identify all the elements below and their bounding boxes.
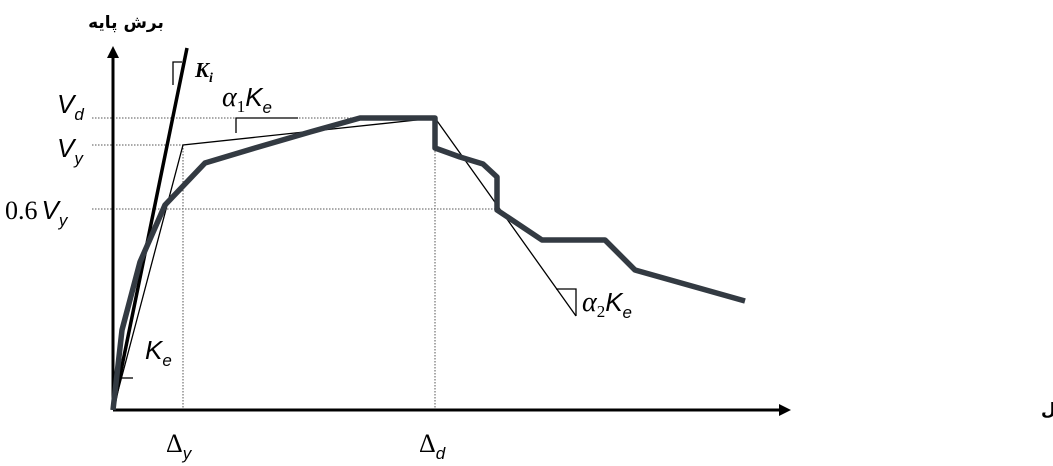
- guide-lines: [92, 117, 498, 410]
- alpha1-slope-triangle: [235, 117, 298, 133]
- pushover-curve: [110, 115, 746, 411]
- delta-d-label: Δd: [419, 429, 446, 463]
- alpha1-ke-label: α1Ke: [222, 82, 272, 117]
- delta-y-label: Δy: [166, 429, 193, 463]
- alpha2-slope-triangle: [556, 288, 577, 316]
- x-axis-label: تغییرمکان نقطه کنترل: [1041, 400, 1053, 420]
- alpha2-ke-label: α2Ke: [582, 287, 632, 322]
- idealized-curve: [112, 61, 577, 411]
- y-axis-label: برش پایه: [88, 13, 164, 33]
- vd-label: Vd: [57, 89, 84, 124]
- v06-label: 0.6 Vy: [5, 195, 69, 230]
- idealized-trilinear-line: [112, 117, 577, 411]
- axes: [107, 46, 791, 416]
- ki-stiffness-line: [111, 47, 189, 411]
- ki-slope-triangle: [172, 61, 182, 85]
- vy-label: Vy: [57, 133, 84, 168]
- ki-label: Ki: [194, 58, 213, 86]
- ke-label: Ke: [145, 335, 172, 370]
